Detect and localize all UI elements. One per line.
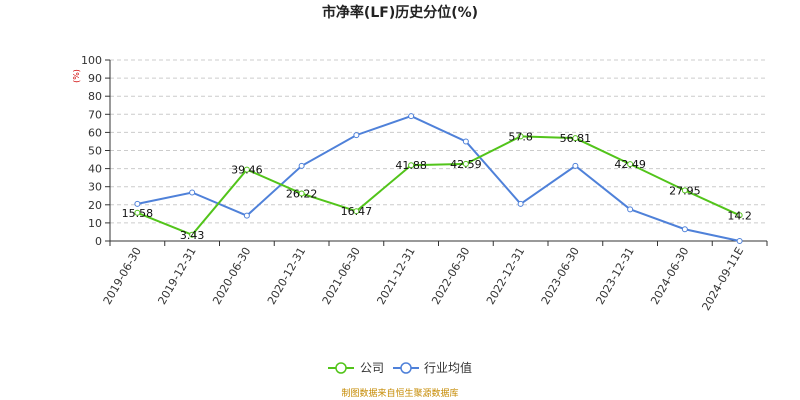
series-0-point: [353, 208, 360, 215]
series-0-point: [298, 190, 305, 197]
y-tick-label: 100: [81, 54, 102, 67]
x-tick-label: 2022-06-30: [429, 245, 472, 307]
series-1-point: [627, 206, 634, 213]
data-label: 42.49: [614, 158, 646, 171]
series-0-point: [517, 133, 524, 140]
x-tick-label: 2021-06-30: [320, 245, 363, 307]
x-tick-label: 2021-12-31: [374, 245, 417, 307]
series-line-0: [137, 135, 741, 236]
data-label: 39.46: [231, 164, 263, 177]
series-1-point: [681, 226, 688, 233]
series-1-point: [353, 132, 360, 139]
y-tick-label: 0: [95, 235, 102, 248]
x-tick-label: 2019-12-31: [155, 245, 198, 307]
grid-lines: [110, 59, 767, 224]
series-0-point: [736, 212, 743, 219]
data-label: 26.22: [286, 188, 318, 201]
series-0-point: [243, 166, 250, 173]
legend-item-0[interactable]: 公司: [328, 361, 384, 375]
legend-label: 公司: [360, 361, 384, 375]
data-label: 41.88: [395, 159, 427, 172]
series-0-point: [627, 161, 634, 168]
data-label: 16.47: [341, 205, 373, 218]
x-tick-label: 2020-12-31: [265, 245, 308, 307]
legend-marker: [400, 362, 412, 374]
series-1-point: [572, 162, 579, 169]
y-tick-label: 50: [88, 145, 102, 158]
y-tick-label: 70: [88, 108, 102, 121]
y-tick-label: 80: [88, 90, 102, 103]
x-tick-label: 2023-06-30: [539, 245, 582, 307]
chart-title: 市净率(LF)历史分位(%): [322, 4, 478, 21]
series-0-point: [681, 187, 688, 194]
x-tick-label: 2023-12-31: [593, 245, 636, 307]
legend[interactable]: 公司 行业均值: [328, 360, 472, 375]
x-tick-label: 2024-09-11E: [700, 245, 747, 313]
series-1-point: [298, 162, 305, 169]
series-1-point: [462, 138, 469, 145]
legend-label: 行业均值: [424, 360, 472, 375]
legend-item-1[interactable]: 行业均值: [393, 360, 472, 375]
y-tick-label: 40: [88, 163, 102, 176]
series-0-point: [408, 162, 415, 169]
data-label: 14.2: [727, 209, 752, 222]
series-1-point: [243, 212, 250, 219]
data-labels: 15.58 3.43 39.46 26.22 16.47 41.88 42.59 57.8 56…: [122, 130, 752, 241]
x-tick-label: 2022-12-31: [484, 245, 527, 307]
x-tick-label: 2019-06-30: [101, 245, 144, 307]
axes: [105, 59, 768, 246]
y-tick-label: 10: [88, 217, 102, 230]
x-tick-labels: 2019-06-30 2019-12-31 2020-06-30 2020-12-31…: [101, 245, 746, 313]
x-tick-label: 2024-06-30: [648, 245, 691, 307]
series-0-point: [189, 231, 196, 238]
x-tick-label: 2020-06-30: [210, 245, 253, 307]
series-line-1: [137, 115, 740, 242]
data-label: 57.8: [508, 130, 533, 143]
data-label: 15.58: [122, 207, 154, 220]
series-0-point: [134, 209, 141, 216]
source-note: 制图数据来自恒生聚源数据库: [341, 387, 458, 399]
y-tick-label: 60: [88, 126, 102, 139]
data-label: 42.59: [450, 158, 482, 171]
y-tick-labels: 0 10 20 30 40 50 60 70 80 90 100: [81, 54, 102, 248]
series-layer: [134, 113, 743, 244]
data-label: 3.43: [180, 229, 205, 242]
y-tick-label: 20: [88, 199, 102, 212]
series-1-point: [736, 238, 743, 244]
y-tick-label: 90: [88, 72, 102, 85]
series-1-point: [134, 200, 141, 207]
y-axis-unit: (%): [72, 69, 81, 83]
series-1-point: [517, 200, 524, 207]
series-1-point: [408, 113, 415, 120]
data-label: 56.81: [560, 132, 592, 145]
series-1-point: [189, 189, 196, 196]
series-0-point: [462, 160, 469, 167]
legend-marker: [335, 362, 347, 374]
data-label: 27.95: [669, 184, 701, 197]
y-tick-label: 30: [88, 181, 102, 194]
series-0-point: [572, 135, 579, 142]
